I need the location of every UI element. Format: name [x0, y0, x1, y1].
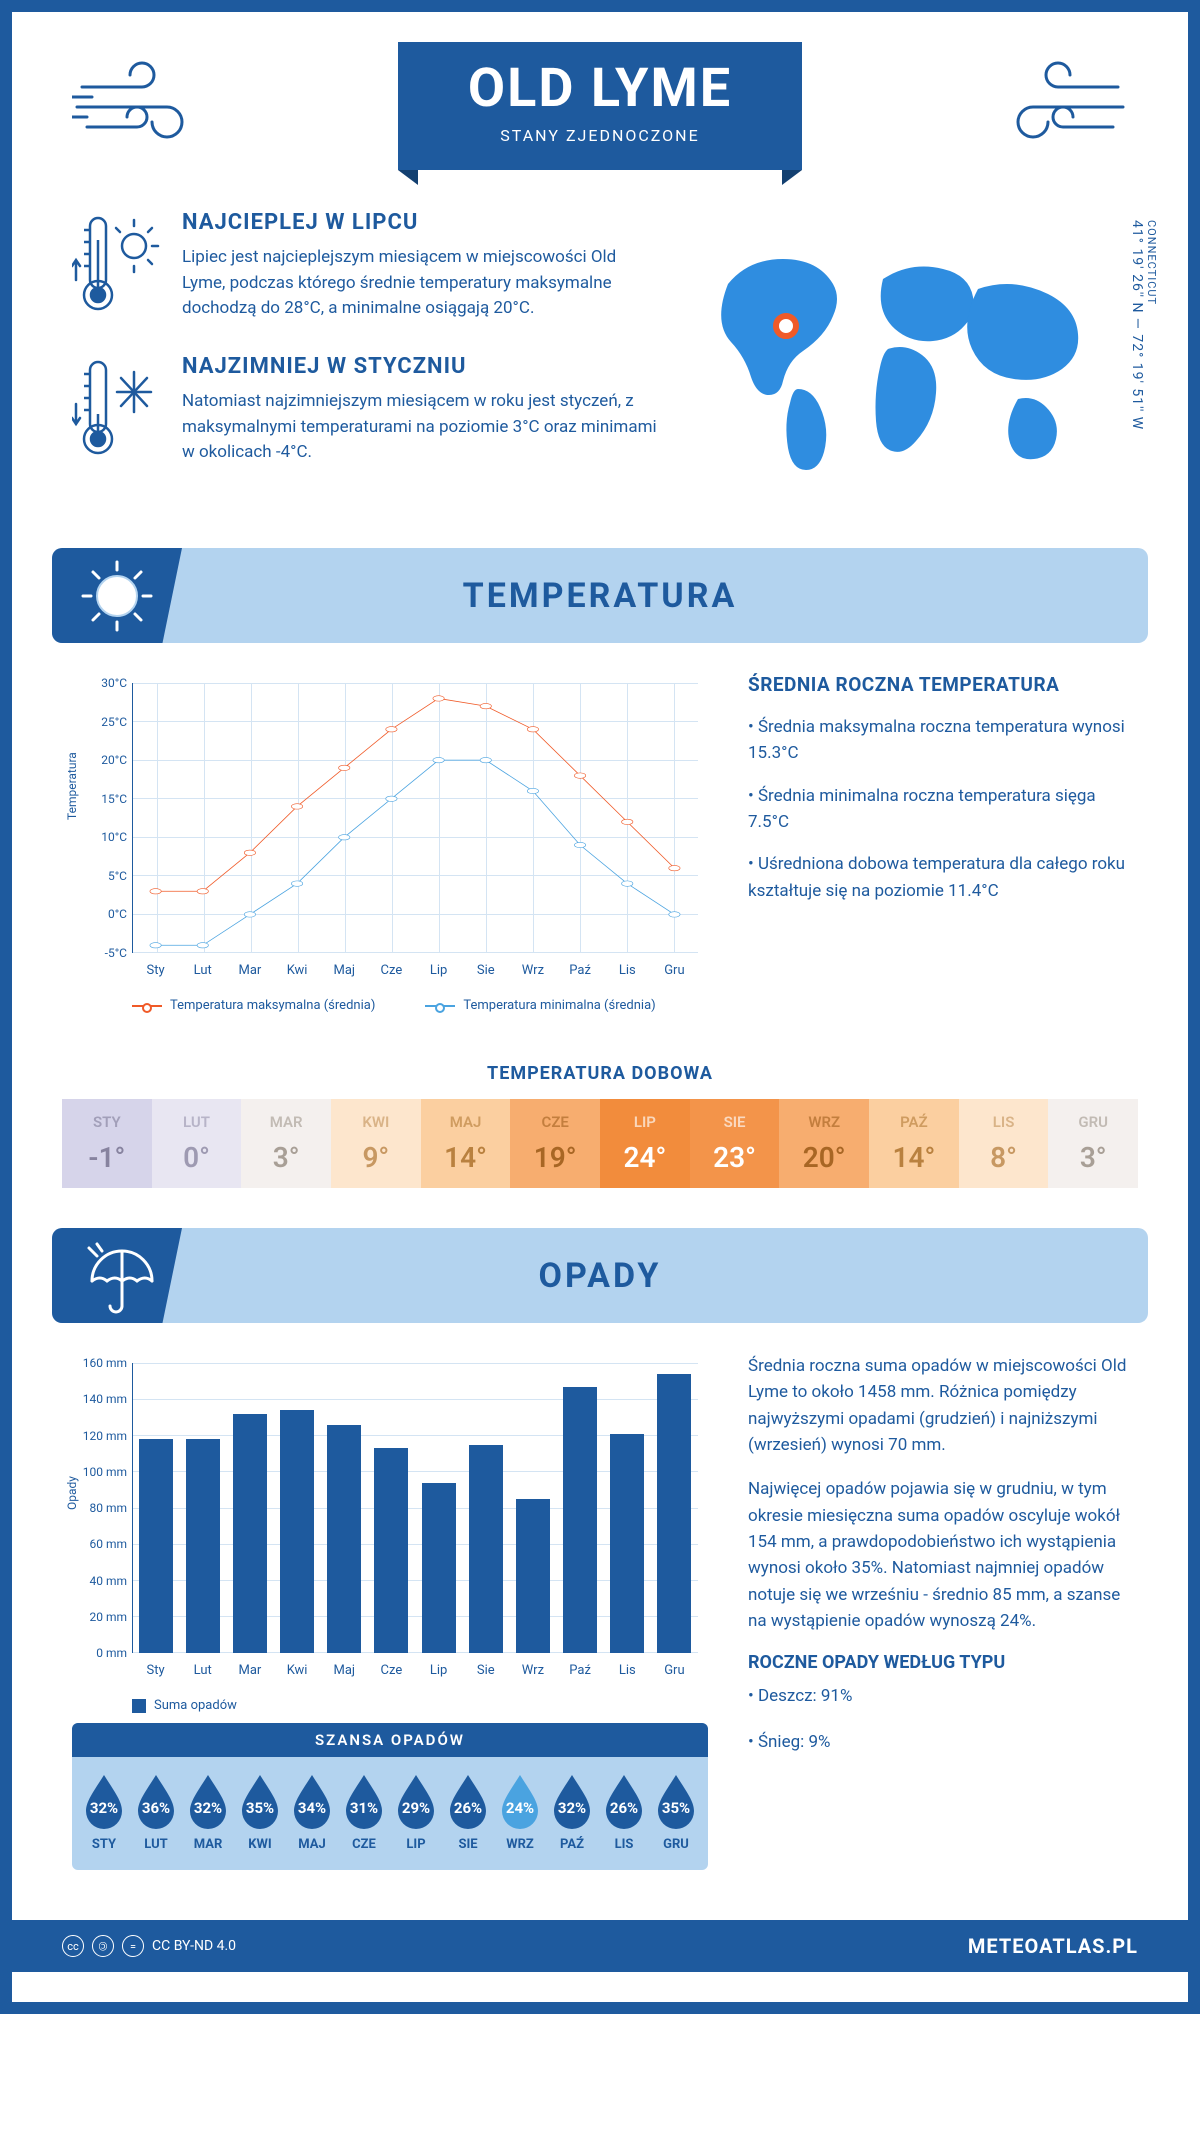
bar — [374, 1448, 408, 1653]
world-map: CONNECTICUT 41° 19' 26'' N — 72° 19' 51'… — [688, 210, 1128, 498]
bar — [422, 1483, 456, 1653]
chart-legend: Temperatura maksymalna (średnia)Temperat… — [132, 998, 708, 1013]
sun-icon — [52, 548, 182, 643]
chance-drop: 26%LIS — [600, 1771, 648, 1852]
precip-chance-box: SZANSA OPADÓW 32%STY36%LUT32%MAR35%KWI34… — [72, 1723, 708, 1870]
chance-drop: 29%LIP — [392, 1771, 440, 1852]
page-subtitle: STANY ZJEDNOCZONE — [468, 126, 732, 145]
cc-icon: cc — [62, 1935, 84, 1957]
daily-cell: LUT0° — [152, 1099, 242, 1188]
temperature-title: TEMPERATURA — [463, 576, 738, 616]
warmest-block: NAJCIEPLEJ W LIPCU Lipiec jest najcieple… — [72, 210, 658, 324]
bar — [139, 1439, 173, 1653]
chance-drop: 32%PAŹ — [548, 1771, 596, 1852]
warmest-heading: NAJCIEPLEJ W LIPCU — [182, 210, 658, 235]
precipitation-bar-chart: Opady Suma opadów 0 mm20 mm40 mm60 mm80 … — [72, 1353, 708, 1713]
chance-drop: 34%MAJ — [288, 1771, 336, 1852]
warmest-text: Lipiec jest najcieplejszym miesiącem w m… — [182, 245, 658, 322]
license-text: CC BY-ND 4.0 — [152, 1938, 236, 1954]
svg-text:29%: 29% — [402, 1799, 430, 1817]
temperature-summary: ŚREDNIA ROCZNA TEMPERATURA • Średnia mak… — [748, 673, 1128, 1013]
chance-drop: 31%CZE — [340, 1771, 388, 1852]
daily-cell: LIS8° — [959, 1099, 1049, 1188]
svg-text:24%: 24% — [506, 1799, 534, 1817]
chance-drop: 32%STY — [80, 1771, 128, 1852]
umbrella-icon — [52, 1228, 182, 1323]
temperature-section-header: TEMPERATURA — [52, 548, 1148, 643]
chance-drop: 24%WRZ — [496, 1771, 544, 1852]
header: OLD LYME STANY ZJEDNOCZONE — [12, 12, 1188, 190]
daily-cell: KWI9° — [331, 1099, 421, 1188]
daily-temp-table: STY-1°LUT0°MAR3°KWI9°MAJ14°CZE19°LIP24°S… — [62, 1099, 1138, 1188]
chance-drop: 36%LUT — [132, 1771, 180, 1852]
precip-summary: Średnia roczna suma opadów w miejscowośc… — [748, 1353, 1128, 1870]
bar — [280, 1410, 314, 1653]
svg-text:35%: 35% — [662, 1799, 690, 1817]
coldest-heading: NAJZIMNIEJ W STYCZNIU — [182, 354, 658, 379]
daily-cell: MAR3° — [241, 1099, 331, 1188]
precip-section-header: OPADY — [52, 1228, 1148, 1323]
wind-icon-left — [62, 42, 222, 162]
coldest-text: Natomiast najzimniejszym miesiącem w rok… — [182, 389, 658, 466]
thermometer-snow-icon — [72, 354, 162, 468]
daily-cell: CZE19° — [510, 1099, 600, 1188]
precip-title: OPADY — [539, 1256, 662, 1296]
nd-icon: = — [122, 1935, 144, 1957]
bar — [469, 1445, 503, 1653]
svg-text:35%: 35% — [246, 1799, 274, 1817]
bar — [657, 1374, 691, 1653]
svg-text:26%: 26% — [454, 1799, 482, 1817]
bar — [563, 1387, 597, 1653]
thermometer-sun-icon — [72, 210, 162, 324]
precip-type-heading: ROCZNE OPADY WEDŁUG TYPU — [748, 1652, 1128, 1673]
svg-text:36%: 36% — [142, 1799, 170, 1817]
bar — [233, 1414, 267, 1653]
bar — [516, 1499, 550, 1653]
wind-icon-right — [978, 42, 1138, 162]
avg-temp-heading: ŚREDNIA ROCZNA TEMPERATURA — [748, 673, 1128, 696]
daily-cell: PAŹ14° — [869, 1099, 959, 1188]
temperature-line-chart: Temperatura Temperatura maksymalna (śred… — [72, 673, 708, 1013]
bar — [327, 1425, 361, 1653]
daily-cell: SIE23° — [690, 1099, 780, 1188]
daily-temp-title: TEMPERATURA DOBOWA — [12, 1063, 1188, 1084]
chance-drop: 26%SIE — [444, 1771, 492, 1852]
svg-text:32%: 32% — [90, 1799, 118, 1817]
daily-cell: STY-1° — [62, 1099, 152, 1188]
daily-cell: GRU3° — [1048, 1099, 1138, 1188]
svg-text:32%: 32% — [558, 1799, 586, 1817]
chart-legend: Suma opadów — [132, 1698, 708, 1713]
chance-title: SZANSA OPADÓW — [72, 1723, 708, 1757]
svg-text:32%: 32% — [194, 1799, 222, 1817]
svg-text:34%: 34% — [298, 1799, 326, 1817]
by-icon: 🄯 — [92, 1935, 114, 1957]
coordinates: CONNECTICUT 41° 19' 26'' N — 72° 19' 51'… — [1129, 220, 1158, 430]
site-name: METEOATLAS.PL — [968, 1934, 1138, 1958]
svg-text:26%: 26% — [610, 1799, 638, 1817]
daily-cell: LIP24° — [600, 1099, 690, 1188]
chance-drop: 35%GRU — [652, 1771, 700, 1852]
page-title: OLD LYME — [468, 57, 732, 120]
daily-cell: MAJ14° — [421, 1099, 511, 1188]
svg-text:31%: 31% — [350, 1799, 378, 1817]
bar — [610, 1434, 644, 1653]
title-banner: OLD LYME STANY ZJEDNOCZONE — [398, 42, 802, 170]
chance-drop: 35%KWI — [236, 1771, 284, 1852]
bar — [186, 1439, 220, 1653]
coldest-block: NAJZIMNIEJ W STYCZNIU Natomiast najzimni… — [72, 354, 658, 468]
footer: cc 🄯 = CC BY-ND 4.0 METEOATLAS.PL — [12, 1920, 1188, 1972]
daily-cell: WRZ20° — [779, 1099, 869, 1188]
chance-drop: 32%MAR — [184, 1771, 232, 1852]
